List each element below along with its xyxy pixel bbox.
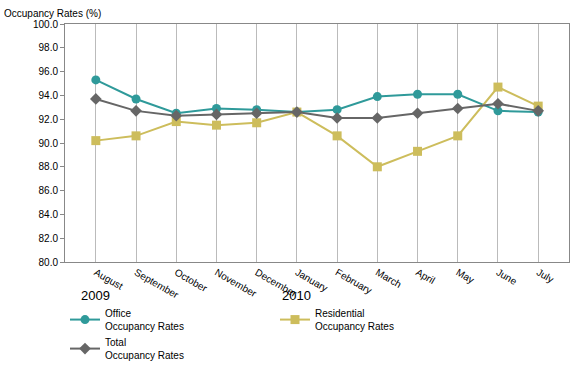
svg-text:2010: 2010 <box>282 288 311 303</box>
svg-text:2009: 2009 <box>81 288 110 303</box>
svg-text:January: January <box>293 267 329 294</box>
svg-text:OfficeOccupancy Rates: OfficeOccupancy Rates <box>105 308 184 332</box>
svg-text:June: June <box>494 267 519 288</box>
svg-text:98.0: 98.0 <box>39 42 59 53</box>
svg-text:August: August <box>92 267 125 292</box>
svg-text:May: May <box>454 267 476 286</box>
svg-text:February: February <box>334 267 374 297</box>
svg-text:82.0: 82.0 <box>39 233 59 244</box>
svg-text:84.0: 84.0 <box>39 209 59 220</box>
svg-text:March: March <box>374 267 404 290</box>
svg-text:November: November <box>213 267 259 300</box>
svg-text:ResidentialOccupancy Rates: ResidentialOccupancy Rates <box>315 308 394 332</box>
svg-text:100.0: 100.0 <box>33 19 58 30</box>
svg-text:September: September <box>133 267 181 301</box>
svg-text:July: July <box>535 267 556 285</box>
svg-text:86.0: 86.0 <box>39 185 59 196</box>
svg-text:December: December <box>253 267 299 300</box>
svg-text:92.0: 92.0 <box>39 114 59 125</box>
svg-text:Occupancy Rates (%): Occupancy Rates (%) <box>4 8 101 19</box>
svg-text:90.0: 90.0 <box>39 138 59 149</box>
svg-text:TotalOccupancy Rates: TotalOccupancy Rates <box>105 337 184 361</box>
svg-text:88.0: 88.0 <box>39 161 59 172</box>
svg-text:96.0: 96.0 <box>39 66 59 77</box>
svg-text:80.0: 80.0 <box>39 257 59 268</box>
svg-text:94.0: 94.0 <box>39 90 59 101</box>
svg-text:October: October <box>173 267 210 295</box>
svg-text:April: April <box>414 267 437 287</box>
